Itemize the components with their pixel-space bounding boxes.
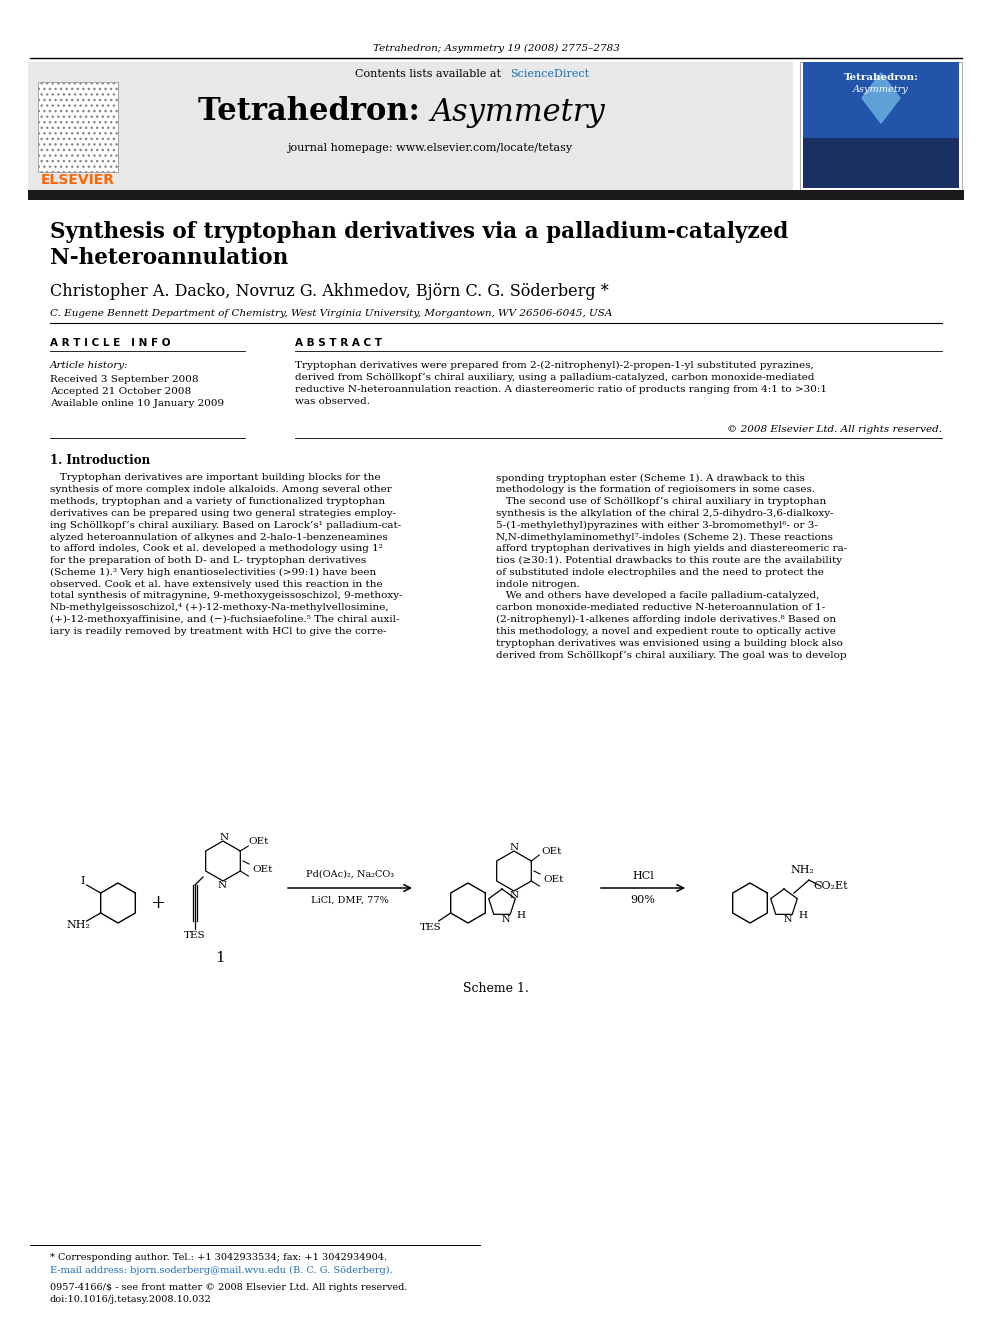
Text: derived from Schöllkopf’s chiral auxiliary. The goal was to develop: derived from Schöllkopf’s chiral auxilia… xyxy=(496,651,846,659)
Text: Received 3 September 2008: Received 3 September 2008 xyxy=(50,374,198,384)
Text: carbon monoxide-mediated reductive N-heteroannulation of 1-: carbon monoxide-mediated reductive N-het… xyxy=(496,603,825,613)
Text: ScienceDirect: ScienceDirect xyxy=(510,69,589,79)
Bar xyxy=(28,191,964,200)
Text: Asymmetry: Asymmetry xyxy=(853,86,909,94)
Text: tios (≥30:1). Potential drawbacks to this route are the availability: tios (≥30:1). Potential drawbacks to thi… xyxy=(496,556,842,565)
Text: OEt: OEt xyxy=(541,847,561,856)
Text: A B S T R A C T: A B S T R A C T xyxy=(295,337,382,348)
Text: 1. Introduction: 1. Introduction xyxy=(50,454,150,467)
Text: TES: TES xyxy=(185,930,205,939)
Text: Scheme 1.: Scheme 1. xyxy=(463,982,529,995)
Text: this methodology, a novel and expedient route to optically active: this methodology, a novel and expedient … xyxy=(496,627,836,636)
Text: N: N xyxy=(510,890,519,900)
Text: sponding tryptophan ester (Scheme 1). A drawback to this: sponding tryptophan ester (Scheme 1). A … xyxy=(496,474,805,483)
Text: iary is readily removed by treatment with HCl to give the corre-: iary is readily removed by treatment wit… xyxy=(50,627,387,636)
Text: total synthesis of mitragynine, 9-methoxygeissoschizol, 9-methoxy-: total synthesis of mitragynine, 9-methox… xyxy=(50,591,403,601)
Text: H: H xyxy=(799,910,807,919)
Text: Christopher A. Dacko, Novruz G. Akhmedov, Björn C. G. Söderberg *: Christopher A. Dacko, Novruz G. Akhmedov… xyxy=(50,283,609,300)
Text: * Corresponding author. Tel.: +1 3042933534; fax: +1 3042934904.: * Corresponding author. Tel.: +1 3042933… xyxy=(50,1253,387,1262)
Text: for the preparation of both D- and L- tryptophan derivatives: for the preparation of both D- and L- tr… xyxy=(50,556,366,565)
Text: N: N xyxy=(502,916,511,923)
Text: derived from Schöllkopf’s chiral auxiliary, using a palladium-catalyzed, carbon : derived from Schöllkopf’s chiral auxilia… xyxy=(295,373,814,381)
Bar xyxy=(28,62,793,191)
Text: TES: TES xyxy=(420,922,441,931)
Text: 1: 1 xyxy=(215,951,225,964)
Text: H: H xyxy=(517,910,526,919)
Text: observed. Cook et al. have extensively used this reaction in the: observed. Cook et al. have extensively u… xyxy=(50,579,383,589)
Text: NH₂: NH₂ xyxy=(791,865,814,875)
Text: OEt: OEt xyxy=(544,875,564,884)
Text: Available online 10 January 2009: Available online 10 January 2009 xyxy=(50,398,224,407)
Text: synthesis of more complex indole alkaloids. Among several other: synthesis of more complex indole alkaloi… xyxy=(50,486,392,495)
Text: CO₂Et: CO₂Et xyxy=(813,881,848,892)
Text: to afford indoles, Cook et al. developed a methodology using 1²: to afford indoles, Cook et al. developed… xyxy=(50,544,383,553)
Text: Accepted 21 October 2008: Accepted 21 October 2008 xyxy=(50,386,191,396)
Text: The second use of Schöllkopf’s chiral auxiliary in tryptophan: The second use of Schöllkopf’s chiral au… xyxy=(496,497,826,507)
Text: A R T I C L E   I N F O: A R T I C L E I N F O xyxy=(50,337,171,348)
Bar xyxy=(38,82,118,172)
Text: NH₂: NH₂ xyxy=(66,919,90,930)
Text: journal homepage: www.elsevier.com/locate/tetasy: journal homepage: www.elsevier.com/locat… xyxy=(288,143,572,153)
Text: alyzed heteroannulation of alkynes and 2-halo-1-benzeneamines: alyzed heteroannulation of alkynes and 2… xyxy=(50,532,388,541)
Text: 90%: 90% xyxy=(631,894,656,905)
Text: Tetrahedron:: Tetrahedron: xyxy=(843,74,919,82)
Text: Tetrahedron; Asymmetry 19 (2008) 2775–2783: Tetrahedron; Asymmetry 19 (2008) 2775–27… xyxy=(373,44,619,53)
Text: Pd(OAc)₂, Na₂CO₃: Pd(OAc)₂, Na₂CO₃ xyxy=(306,869,394,878)
Text: N-heteroannulation: N-heteroannulation xyxy=(50,247,289,269)
Text: (Scheme 1).³ Very high enantioselectivities (>99:1) have been: (Scheme 1).³ Very high enantioselectivit… xyxy=(50,568,376,577)
Text: afford tryptophan derivatives in high yields and diastereomeric ra-: afford tryptophan derivatives in high yi… xyxy=(496,544,847,553)
Text: (2-nitrophenyl)-1-alkenes affording indole derivatives.⁸ Based on: (2-nitrophenyl)-1-alkenes affording indo… xyxy=(496,615,836,624)
Text: 0957-4166/$ - see front matter © 2008 Elsevier Ltd. All rights reserved.: 0957-4166/$ - see front matter © 2008 El… xyxy=(50,1283,408,1293)
Text: ELSEVIER: ELSEVIER xyxy=(41,173,115,187)
Text: (+)-12-methoxyaffinisine, and (−)-fuchsiaefoline.⁵ The chiral auxil-: (+)-12-methoxyaffinisine, and (−)-fuchsi… xyxy=(50,615,400,624)
Text: +: + xyxy=(151,894,166,912)
Text: Synthesis of tryptophan derivatives via a palladium-catalyzed: Synthesis of tryptophan derivatives via … xyxy=(50,221,789,243)
Text: reductive N-heteroannulation reaction. A diastereomeric ratio of products rangin: reductive N-heteroannulation reaction. A… xyxy=(295,385,827,393)
Text: Asymmetry: Asymmetry xyxy=(430,97,605,127)
Bar xyxy=(28,62,198,191)
Text: HCl: HCl xyxy=(632,871,654,881)
Text: methodology is the formation of regioisomers in some cases.: methodology is the formation of regioiso… xyxy=(496,486,815,495)
Text: N: N xyxy=(510,843,519,852)
Text: tryptophan derivatives was envisioned using a building block also: tryptophan derivatives was envisioned us… xyxy=(496,639,843,648)
Text: N: N xyxy=(784,916,793,923)
Text: 5-(1-methylethyl)pyrazines with either 3-bromomethyl⁶- or 3-: 5-(1-methylethyl)pyrazines with either 3… xyxy=(496,521,817,529)
Bar xyxy=(803,62,959,138)
Text: I: I xyxy=(80,876,85,886)
Text: ing Schöllkopf’s chiral auxiliary. Based on Larock’s¹ palladium-cat-: ing Schöllkopf’s chiral auxiliary. Based… xyxy=(50,521,401,529)
Bar xyxy=(803,138,959,188)
Text: C. Eugene Bennett Department of Chemistry, West Virginia University, Morgantown,: C. Eugene Bennett Department of Chemistr… xyxy=(50,310,612,319)
Text: Nb-methylgeissoschizol,⁴ (+)-12-methoxy-Na-methylvellosimine,: Nb-methylgeissoschizol,⁴ (+)-12-methoxy-… xyxy=(50,603,389,613)
Text: N: N xyxy=(219,832,228,841)
Text: We and others have developed a facile palladium-catalyzed,: We and others have developed a facile pa… xyxy=(496,591,819,601)
Text: LiCl, DMF, 77%: LiCl, DMF, 77% xyxy=(311,896,389,905)
Text: methods, tryptophan and a variety of functionalized tryptophan: methods, tryptophan and a variety of fun… xyxy=(50,497,385,507)
Text: N,N-dimethylaminomethyl⁷-indoles (Scheme 2). These reactions: N,N-dimethylaminomethyl⁷-indoles (Scheme… xyxy=(496,532,833,541)
Text: Tetrahedron:: Tetrahedron: xyxy=(197,97,430,127)
Text: synthesis is the alkylation of the chiral 2,5-dihydro-3,6-dialkoxy-: synthesis is the alkylation of the chira… xyxy=(496,509,833,517)
Text: indole nitrogen.: indole nitrogen. xyxy=(496,579,580,589)
Text: derivatives can be prepared using two general strategies employ-: derivatives can be prepared using two ge… xyxy=(50,509,396,517)
Text: © 2008 Elsevier Ltd. All rights reserved.: © 2008 Elsevier Ltd. All rights reserved… xyxy=(727,426,942,434)
Text: was observed.: was observed. xyxy=(295,397,370,406)
Text: Contents lists available at: Contents lists available at xyxy=(355,69,505,79)
Text: OEt: OEt xyxy=(253,864,273,873)
Text: E-mail address: bjorn.soderberg@mail.wvu.edu (B. C. G. Söderberg).: E-mail address: bjorn.soderberg@mail.wvu… xyxy=(50,1265,393,1274)
Polygon shape xyxy=(862,73,900,123)
Text: N: N xyxy=(217,881,226,889)
Text: OEt: OEt xyxy=(248,836,269,845)
Bar xyxy=(800,62,962,191)
Text: Tryptophan derivatives are important building blocks for the: Tryptophan derivatives are important bui… xyxy=(50,474,381,483)
Text: Article history:: Article history: xyxy=(50,360,129,369)
Text: of substituted indole electrophiles and the need to protect the: of substituted indole electrophiles and … xyxy=(496,568,824,577)
Text: Tryptophan derivatives were prepared from 2-(2-nitrophenyl)-2-propen-1-yl substi: Tryptophan derivatives were prepared fro… xyxy=(295,360,813,369)
Text: doi:10.1016/j.tetasy.2008.10.032: doi:10.1016/j.tetasy.2008.10.032 xyxy=(50,1295,211,1304)
